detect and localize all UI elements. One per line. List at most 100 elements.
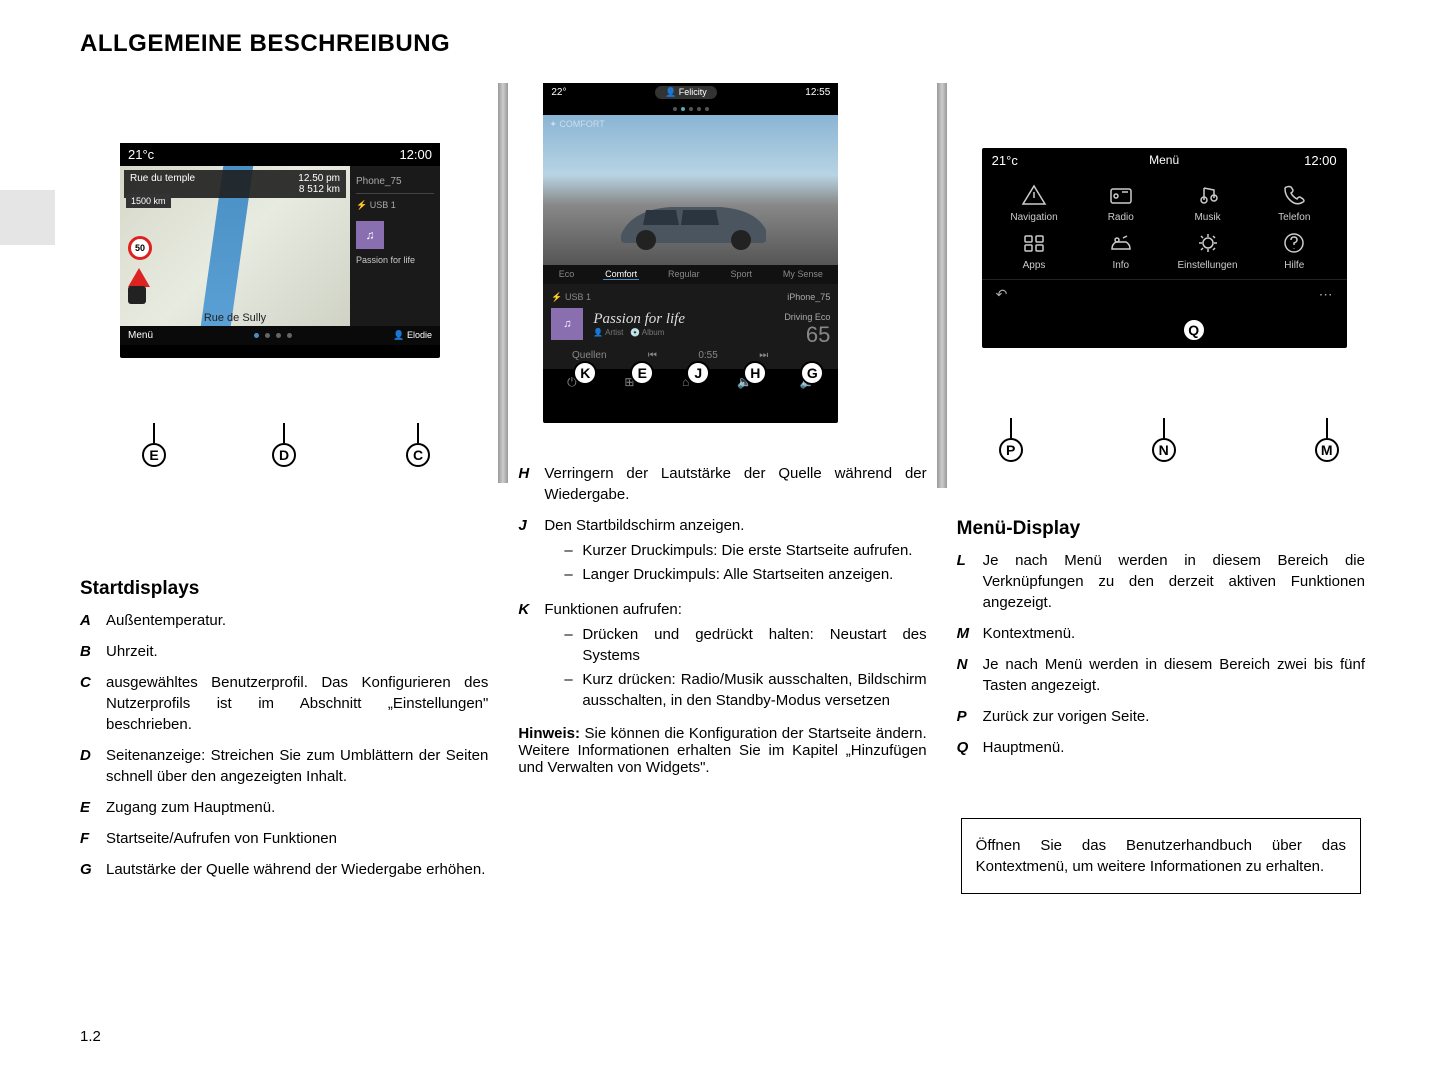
comfort-badge: COMFORT (559, 119, 604, 129)
callout-Q: Q (1182, 318, 1206, 342)
artist: Artist (605, 328, 623, 337)
callout-M: M (1315, 438, 1339, 462)
menu-item-navigation[interactable]: Navigation (994, 181, 1075, 223)
def-item: PZurück zur vorigen Seite. (957, 706, 1365, 727)
def-letter: P (957, 706, 983, 727)
track-name: Passion for life (356, 255, 434, 265)
user-label: 👤 Elodie (393, 330, 432, 341)
column-2: D 22°👤 Felicity12:55 ✦ COMFORT EcoComfor… (518, 83, 926, 776)
callout-G: G (800, 361, 824, 385)
media-controls: Quellen ⏮ 0:55 ⏭ (551, 350, 830, 361)
def-item: EZugang zum Hauptmenü. (80, 797, 488, 818)
back-icon[interactable]: ↶ (996, 286, 1008, 303)
menu-item-label: Musik (1167, 212, 1248, 223)
def-item: Causgewähltes Benutzerprofil. Das Konfig… (80, 672, 488, 735)
prev-icon[interactable]: ⏮ (648, 350, 657, 361)
def-item: HVerringern der Lautstärke der Quelle wä… (518, 463, 926, 505)
callout-K: K (573, 361, 597, 385)
menu-item-musik[interactable]: Musik (1167, 181, 1248, 223)
mode-eco[interactable]: Eco (557, 269, 577, 280)
mode-sport[interactable]: Sport (728, 269, 754, 280)
menu-item-label: Radio (1080, 212, 1161, 223)
temp2: 22° (551, 87, 566, 98)
def-letter: N (957, 654, 983, 696)
figure-2: D 22°👤 Felicity12:55 ✦ COMFORT EcoComfor… (518, 83, 926, 443)
def-letter: G (80, 859, 106, 880)
car-view: ✦ COMFORT (543, 115, 838, 265)
def-letter: D (80, 745, 106, 787)
menu-item-label: Hilfe (1254, 260, 1335, 271)
def-text: Je nach Menü werden in diesem Bereich zw… (983, 654, 1365, 696)
def-letter: B (80, 641, 106, 662)
menu-item-radio[interactable]: Radio (1080, 181, 1161, 223)
page-number: 1.2 (80, 1028, 101, 1045)
phone2: iPhone_75 (787, 292, 830, 302)
def-item: BUhrzeit. (80, 641, 488, 662)
def-text: Lautstärke der Quelle während der Wieder… (106, 859, 488, 880)
eco-value: 65 (806, 322, 830, 347)
more-icon[interactable]: ⋯ (1319, 286, 1333, 303)
car-icon (601, 185, 781, 255)
sources-btn[interactable]: Quellen (572, 350, 606, 361)
menu-item-apps[interactable]: Apps (994, 229, 1075, 271)
next-icon[interactable]: ⏭ (759, 350, 768, 361)
callout-J: J (686, 361, 710, 385)
def-letter: A (80, 610, 106, 631)
menu-item-info[interactable]: Info (1080, 229, 1161, 271)
current-street: Rue de Sully (120, 312, 350, 324)
note: Hinweis: Sie können die Konfiguration de… (518, 725, 926, 776)
warning-icon (128, 268, 150, 287)
callout-N: N (1152, 438, 1176, 462)
side-panel: Phone_75 ⚡ USB 1 ♫ Passion for life (350, 166, 440, 326)
flag-icon (128, 286, 146, 304)
musik-icon (1167, 181, 1248, 209)
def-item: LJe nach Menü werden in diesem Bereich d… (957, 550, 1365, 613)
radio-icon (1080, 181, 1161, 209)
def-text: Außentemperatur. (106, 610, 488, 631)
album-icon: ♫ (356, 221, 384, 249)
callout-C: C (406, 443, 430, 467)
menu-item-einstellungen[interactable]: Einstellungen (1167, 229, 1248, 271)
def-text: Seitenanzeige: Streichen Sie zum Umblätt… (106, 745, 488, 787)
menu-item-hilfe[interactable]: Hilfe (1254, 229, 1335, 271)
def-item: JDen Startbildschirm anzeigen.Kurzer Dru… (518, 515, 926, 589)
def-letter: J (518, 515, 544, 589)
sub-item: Drücken und gedrückt halten: Neustart de… (564, 624, 926, 666)
drive-modes: Eco Comfort Regular Sport My Sense (543, 265, 838, 284)
menu-item-telefon[interactable]: Telefon (1254, 181, 1335, 223)
section-title-3: Menü-Display (957, 518, 1365, 540)
phone-label: Phone_75 (356, 176, 434, 187)
usb-label: USB 1 (370, 200, 396, 210)
def-letter: Q (957, 737, 983, 758)
mode-regular[interactable]: Regular (666, 269, 702, 280)
figure-1: A B F 21°c12:00 Rue du temple12.50 pm8 5… (80, 143, 488, 558)
def-letter: C (80, 672, 106, 735)
speed-sign: 50 (128, 236, 152, 260)
menu-item-label: Telefon (1254, 212, 1335, 223)
banner-eta: 12.50 pm (298, 173, 340, 184)
def-item: KFunktionen aufrufen:Drücken und gedrück… (518, 599, 926, 715)
def-text: Funktionen aufrufen:Drücken und gedrückt… (544, 599, 926, 715)
callout-H: H (743, 361, 767, 385)
mode-my-sense[interactable]: My Sense (781, 269, 825, 280)
page: ALLGEMEINE BESCHREIBUNG A B F 21°c12:00 … (0, 0, 1445, 1070)
telefon-icon (1254, 181, 1335, 209)
def-letter: H (518, 463, 544, 505)
column-1: A B F 21°c12:00 Rue du temple12.50 pm8 5… (80, 83, 488, 890)
def-item: MKontextmenü. (957, 623, 1365, 644)
info-icon (1080, 229, 1161, 257)
def-text: Uhrzeit. (106, 641, 488, 662)
def-item: NJe nach Menü werden in diesem Bereich z… (957, 654, 1365, 696)
menu-button[interactable]: Menü (128, 330, 153, 341)
def-text: Kontextmenü. (983, 623, 1365, 644)
album: Album (642, 328, 665, 337)
def-item: FStartseite/Aufrufen von Funktionen (80, 828, 488, 849)
figure-3: L 21°c Menü 12:00 NavigationRadioMusikTe… (957, 148, 1365, 498)
def-text: Zurück zur vorigen Seite. (983, 706, 1365, 727)
song-title: Passion for life (593, 311, 685, 328)
menu-title: Menü (982, 153, 1347, 167)
mode-comfort[interactable]: Comfort (603, 269, 639, 280)
temp: 21°c (128, 147, 154, 162)
map: Rue du temple12.50 pm8 512 km 1500 km 50… (120, 166, 350, 326)
menu-item-label: Info (1080, 260, 1161, 271)
